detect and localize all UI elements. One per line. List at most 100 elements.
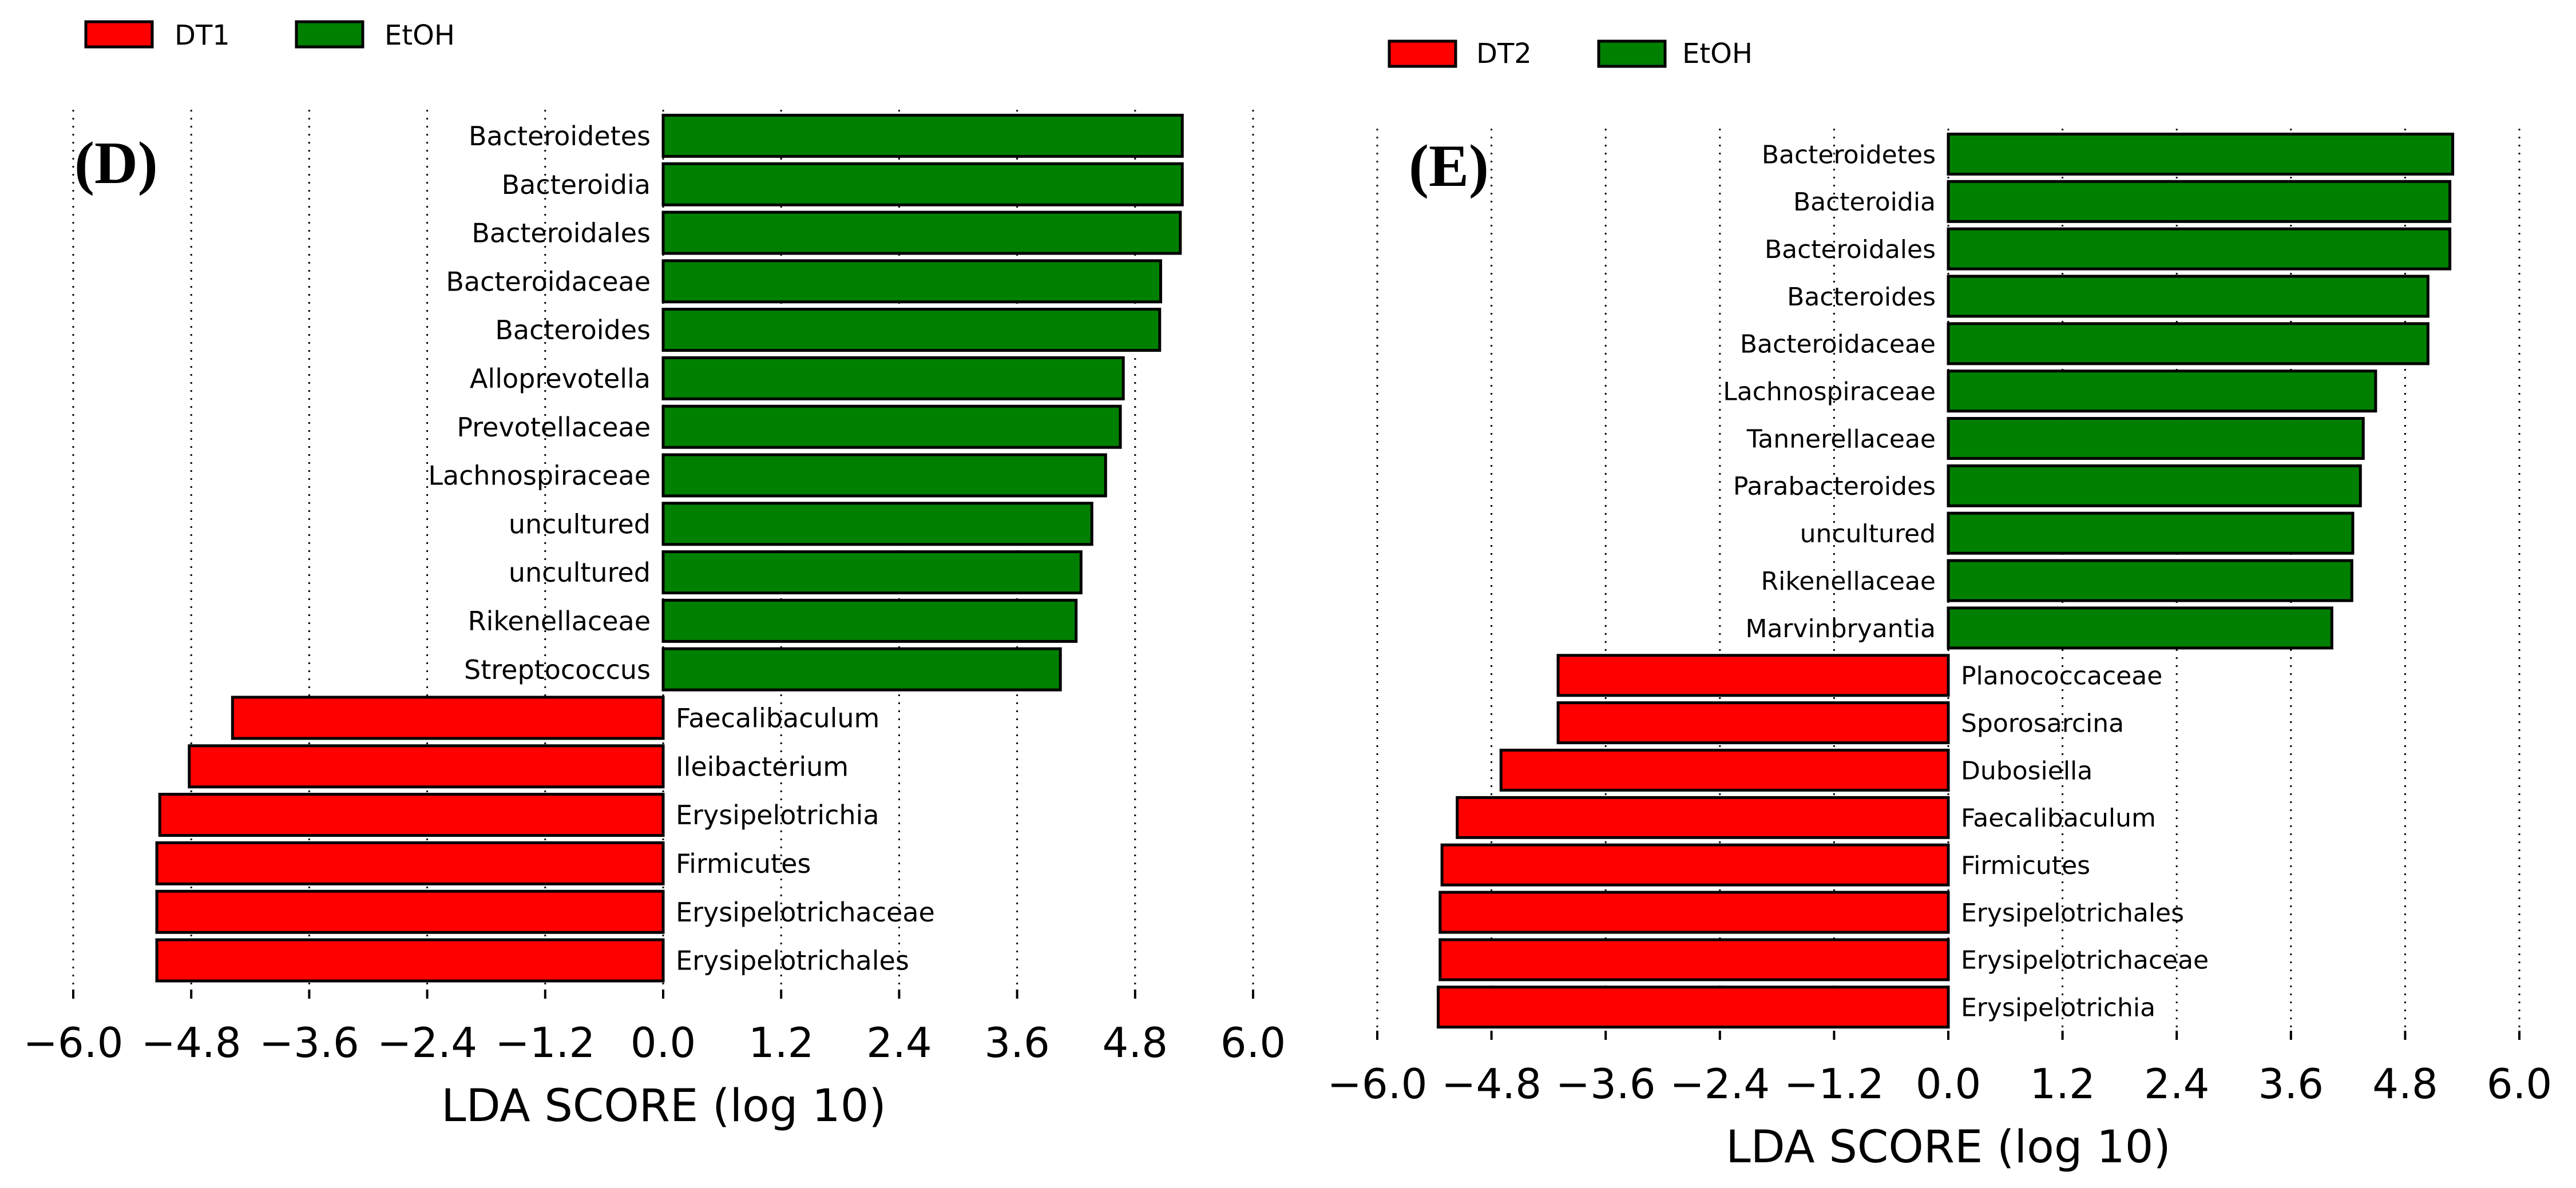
bar-erysipelotrichia <box>1436 986 1950 1029</box>
bar-prevotellaceae <box>661 404 1122 449</box>
bar-sporosarcina <box>1556 701 1950 745</box>
bar-uncultured <box>661 502 1093 546</box>
category-label: Bacteroidales <box>1765 235 1936 264</box>
legend-swatch-etoh <box>1597 39 1667 68</box>
category-label: Bacteroidales <box>471 218 651 249</box>
category-label: Bacteroidia <box>1793 188 1936 217</box>
category-label: Lachnospiraceae <box>428 460 651 491</box>
category-label: Parabacteroides <box>1733 472 1936 501</box>
legend-label-etoh: EtOH <box>385 19 455 51</box>
panel-d-label: (D) <box>74 129 158 196</box>
bar-lachnospiraceae <box>661 453 1107 498</box>
category-label: Lachnospiraceae <box>1723 378 1936 407</box>
panel-d-bars <box>155 113 1184 983</box>
x-tick-label: 2.4 <box>866 1019 932 1067</box>
category-label: uncultured <box>509 508 651 539</box>
bar-firmicutes <box>1440 843 1950 887</box>
bar-bacteroidales <box>1947 227 2452 271</box>
legend-swatch-dt2 <box>1388 39 1457 68</box>
bar-bacteroidetes <box>1947 132 2455 176</box>
bar-erysipelotrichaceae <box>1438 938 1950 982</box>
category-label: Dubosiella <box>1961 756 2092 785</box>
bar-bacteroidetes <box>661 113 1184 158</box>
bar-bacteroidaceae <box>661 259 1162 304</box>
x-tick-label: −2.4 <box>1670 1060 1770 1108</box>
category-label: Bacteroidetes <box>469 121 651 152</box>
category-label: Erysipelotrichia <box>1961 994 2155 1023</box>
bar-uncultured <box>1947 511 2355 555</box>
category-label: Erysipelotrichales <box>676 945 909 976</box>
x-tick-label: 3.6 <box>2258 1060 2324 1108</box>
x-tick-label: 1.2 <box>748 1019 814 1067</box>
bar-dubosiella <box>1499 748 1950 792</box>
category-label: Faecalibaculum <box>676 703 879 734</box>
bar-erysipelotrichales <box>155 938 665 983</box>
category-label: Streptococcus <box>464 654 651 685</box>
panel-e-bars <box>1436 132 2455 1029</box>
x-tick-label: −3.6 <box>1556 1060 1656 1108</box>
category-label: Faecalibaculum <box>1961 804 2156 833</box>
bar-alloprevotella <box>661 356 1125 400</box>
bar-uncultured <box>661 550 1083 595</box>
panel-e-category-labels: Bacteroidetes Bacteroidia Bacteroidales Bac… <box>1723 140 2209 1022</box>
bar-bacteroidia <box>1947 180 2452 223</box>
category-label: Bacteroidetes <box>1762 140 1936 169</box>
category-label: Erysipelotrichaceae <box>676 897 935 928</box>
panel-e-chart: Bacteroidetes Bacteroidia Bacteroidales Bac… <box>1327 38 2553 1173</box>
panel-e-x-axis-label: LDA SCORE (log 10) <box>1726 1122 2171 1173</box>
panel-e-legend: DT2 EtOH <box>1388 38 1753 70</box>
category-label: Bacteroides <box>495 315 651 345</box>
category-label: Erysipelotrichales <box>1961 899 2184 928</box>
x-tick-label: 6.0 <box>1220 1019 1286 1067</box>
bar-bacteroides <box>661 308 1162 352</box>
legend-swatch-etoh <box>295 20 364 49</box>
x-tick-label: 4.8 <box>2372 1060 2438 1108</box>
category-label: Prevotellaceae <box>457 412 651 443</box>
bar-marvinbryantia <box>1947 606 2333 650</box>
category-label: Planococcaceae <box>1961 662 2162 691</box>
x-tick-label: −6.0 <box>1327 1060 1428 1108</box>
bar-ileibacterium <box>188 744 665 789</box>
panel-d-x-axis: −6.0 −4.8 −3.6 −2.4 −1.2 0.0 1.2 2.4 3.6 4.8 6.0 <box>23 990 1286 1067</box>
x-tick-label: 1.2 <box>2030 1060 2095 1108</box>
category-label: Firmicutes <box>1961 851 2090 880</box>
x-tick-label: −2.4 <box>377 1019 477 1067</box>
panel-e-label: (E) <box>1409 132 1489 199</box>
bar-lachnospiraceae <box>1947 369 2377 413</box>
category-label: Firmicutes <box>676 848 811 879</box>
bar-erysipelotrichia <box>158 793 665 837</box>
bar-faecalibaculum <box>1456 796 1950 839</box>
category-label: uncultured <box>509 557 651 588</box>
legend-swatch-dt1 <box>84 20 154 49</box>
x-tick-label: −4.8 <box>1441 1060 1541 1108</box>
panel-d-x-axis-label: LDA SCORE (log 10) <box>441 1080 886 1132</box>
legend-label-dt2: DT2 <box>1476 38 1532 70</box>
x-tick-label: −6.0 <box>23 1019 124 1067</box>
bar-parabacteroides <box>1947 464 2362 507</box>
category-label: Bacteroidaceae <box>446 266 651 297</box>
x-tick-label: 4.8 <box>1103 1019 1168 1067</box>
bar-bacteroidia <box>661 162 1184 206</box>
panel-d-chart: Bacteroidetes Bacteroidia Bacteroidales Bac… <box>23 19 1286 1132</box>
x-tick-label: 2.4 <box>2144 1060 2210 1108</box>
category-label: Sporosarcina <box>1961 709 2124 738</box>
bar-erysipelotrichales <box>1438 891 1950 934</box>
x-tick-label: 0.0 <box>1916 1060 1981 1108</box>
panel-d-legend: DT1 EtOH <box>84 19 455 51</box>
bar-streptococcus <box>661 647 1062 692</box>
category-label: Rikenellaceae <box>468 606 651 637</box>
category-label: Rikenellaceae <box>1761 567 1936 596</box>
bar-planococcaceae <box>1556 654 1950 697</box>
legend-label-etoh: EtOH <box>1682 38 1753 70</box>
x-tick-label: −1.2 <box>1784 1060 1884 1108</box>
bar-bacteroidaceae <box>1947 322 2430 365</box>
panel-d-category-labels: Bacteroidetes Bacteroidia Bacteroidales Bac… <box>428 121 935 976</box>
bar-bacteroidales <box>661 210 1182 255</box>
category-label: Erysipelotrichaceae <box>1961 946 2209 975</box>
x-tick-label: 3.6 <box>984 1019 1050 1067</box>
x-tick-label: −4.8 <box>141 1019 241 1067</box>
legend-label-dt1: DT1 <box>175 19 230 51</box>
x-tick-label: −3.6 <box>259 1019 359 1067</box>
x-tick-label: −1.2 <box>495 1019 595 1067</box>
